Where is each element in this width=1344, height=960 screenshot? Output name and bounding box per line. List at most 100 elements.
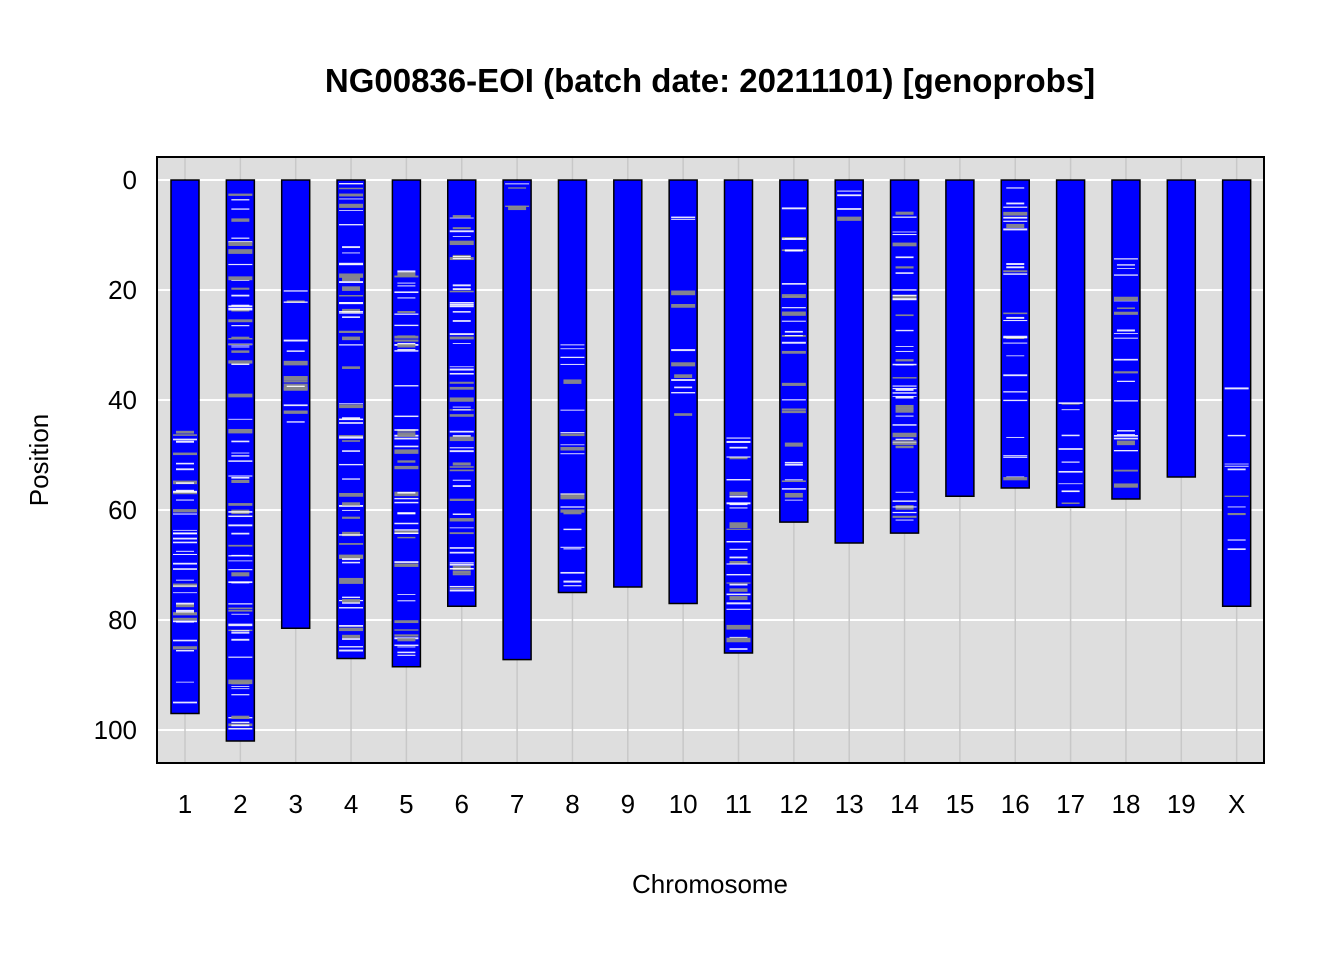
genotype-marker bbox=[781, 341, 806, 344]
genotype-marker bbox=[342, 316, 361, 318]
genotype-marker bbox=[394, 313, 419, 315]
chromosome-outline-15 bbox=[945, 179, 975, 497]
genotype-marker bbox=[342, 366, 361, 369]
genotype-marker bbox=[449, 551, 474, 554]
genotype-marker bbox=[892, 385, 917, 387]
genotype-marker bbox=[228, 305, 253, 308]
genotype-marker bbox=[228, 308, 253, 311]
genotype-marker bbox=[729, 548, 748, 550]
genotype-marker bbox=[228, 360, 253, 364]
genotype-marker bbox=[784, 238, 803, 240]
genotype-marker bbox=[781, 480, 806, 483]
genotype-marker bbox=[286, 421, 305, 423]
genotype-marker bbox=[176, 482, 194, 484]
genotype-marker bbox=[892, 234, 917, 236]
genotype-marker bbox=[452, 284, 471, 287]
genotype-marker bbox=[231, 346, 250, 348]
chromosome-10 bbox=[668, 179, 698, 605]
genotype-marker bbox=[1113, 358, 1138, 361]
genotype-marker bbox=[892, 395, 917, 397]
genotype-marker bbox=[781, 488, 806, 490]
chromosome-18 bbox=[1111, 179, 1141, 500]
genotype-marker bbox=[394, 634, 419, 637]
genotype-marker bbox=[452, 479, 471, 481]
genotype-marker bbox=[173, 585, 197, 587]
genotype-marker bbox=[228, 515, 253, 518]
genotype-marker bbox=[283, 410, 308, 414]
chromosome-bar-X bbox=[1222, 180, 1251, 607]
genotype-marker bbox=[339, 577, 364, 583]
genotype-marker bbox=[452, 235, 471, 237]
genotype-marker bbox=[781, 408, 806, 411]
genotype-marker bbox=[452, 320, 471, 322]
genotype-marker bbox=[1113, 437, 1138, 440]
x-tick-label: 15 bbox=[945, 789, 974, 819]
genotype-marker bbox=[895, 364, 914, 366]
genotype-marker bbox=[726, 608, 751, 610]
genotype-marker bbox=[892, 289, 917, 291]
genotype-marker bbox=[339, 224, 364, 226]
genotype-marker bbox=[837, 194, 862, 197]
genotype-marker bbox=[729, 522, 748, 526]
genotype-marker bbox=[784, 249, 803, 252]
genotype-marker bbox=[1116, 440, 1135, 446]
genotype-marker bbox=[1003, 335, 1028, 338]
genotype-marker bbox=[173, 490, 197, 493]
y-tick-label: 80 bbox=[108, 605, 137, 635]
x-tick-label: 6 bbox=[455, 789, 469, 819]
genotype-marker bbox=[397, 349, 416, 351]
genotype-marker bbox=[895, 211, 914, 215]
genotype-marker bbox=[342, 417, 361, 420]
genotype-marker bbox=[449, 562, 474, 564]
genotype-marker bbox=[671, 304, 696, 308]
genotype-marker bbox=[342, 478, 361, 480]
genotype-marker bbox=[397, 654, 416, 656]
chromosome-11 bbox=[723, 179, 754, 654]
genotype-marker bbox=[560, 453, 585, 455]
genotype-marker bbox=[892, 511, 917, 514]
genotype-marker bbox=[674, 374, 693, 378]
genotype-marker bbox=[781, 399, 806, 401]
genotype-marker bbox=[342, 638, 361, 640]
genotype-marker bbox=[228, 503, 253, 506]
genotype-marker bbox=[397, 512, 416, 515]
genotype-marker bbox=[449, 469, 474, 472]
y-tick-label: 100 bbox=[94, 715, 137, 745]
genotype-marker bbox=[781, 411, 806, 414]
chromosome-8 bbox=[557, 179, 588, 594]
plot-frame bbox=[156, 156, 1265, 764]
chromosome-outline-9 bbox=[613, 179, 643, 588]
genotype-marker bbox=[339, 625, 364, 627]
chromosome-outline-14 bbox=[889, 179, 920, 534]
genotype-marker bbox=[560, 344, 585, 346]
genotype-marker bbox=[228, 569, 253, 571]
genotype-marker bbox=[449, 498, 474, 501]
genotype-marker bbox=[339, 403, 364, 405]
genotype-marker bbox=[729, 556, 748, 559]
genotype-marker bbox=[342, 531, 361, 537]
genotype-marker bbox=[892, 294, 917, 297]
x-tick-label: 12 bbox=[779, 789, 808, 819]
genotype-marker bbox=[560, 432, 585, 434]
genotype-marker bbox=[231, 638, 250, 641]
genotype-marker bbox=[342, 252, 361, 254]
genotype-marker bbox=[1227, 539, 1246, 541]
genotype-marker bbox=[449, 302, 474, 304]
x-tick-label: 7 bbox=[510, 789, 524, 819]
genotype-marker bbox=[784, 335, 803, 337]
genotype-marker bbox=[671, 216, 696, 219]
genotype-marker bbox=[671, 392, 696, 394]
chromosome-9 bbox=[613, 179, 643, 588]
genotype-marker bbox=[781, 311, 806, 316]
genotype-marker bbox=[231, 237, 250, 239]
genotype-marker bbox=[339, 330, 364, 333]
genotype-marker bbox=[397, 297, 416, 299]
genotype-marker bbox=[231, 715, 250, 719]
genotype-marker bbox=[176, 620, 194, 623]
genotype-marker bbox=[729, 491, 748, 496]
chromosome-outline-3 bbox=[280, 179, 311, 629]
genotype-marker bbox=[892, 424, 917, 426]
chromosome-bar-9 bbox=[613, 180, 642, 587]
genotype-marker bbox=[173, 532, 197, 534]
